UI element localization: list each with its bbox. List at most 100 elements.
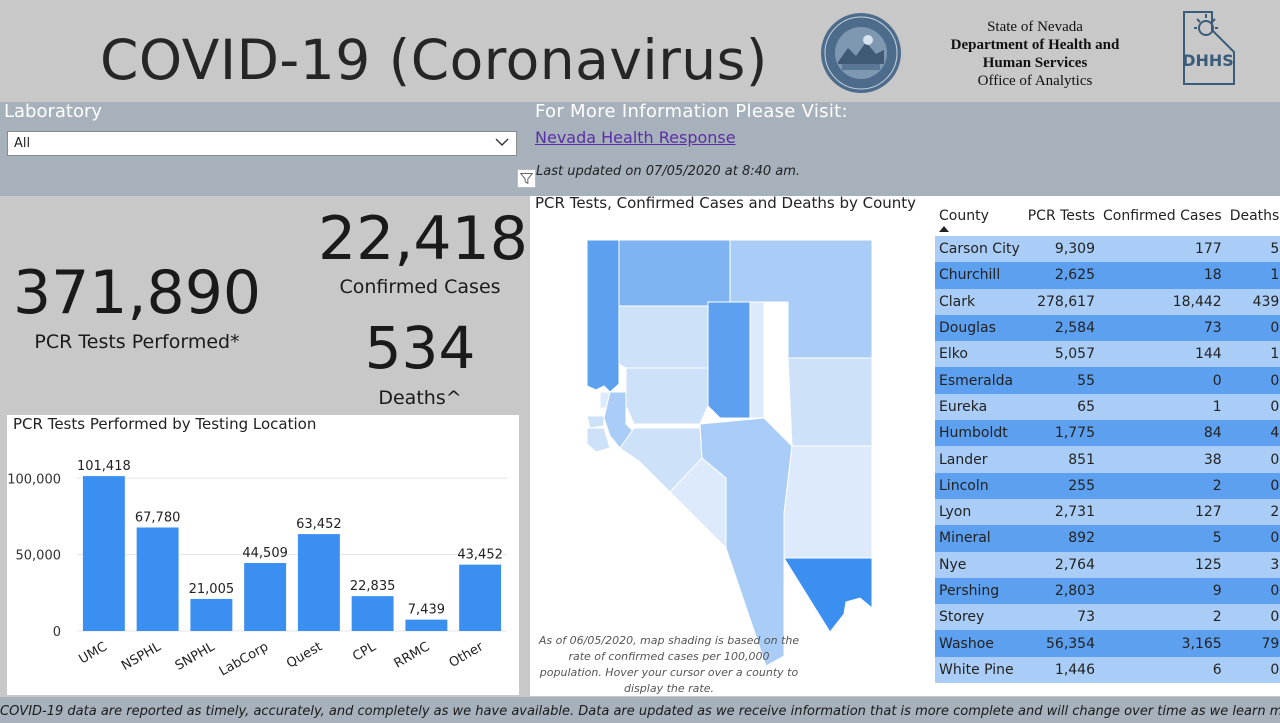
map-county-lincoln[interactable]: [783, 445, 873, 559]
laboratory-dropdown[interactable]: All: [7, 131, 517, 156]
cell-county: Douglas: [935, 314, 1024, 342]
column-header-deaths[interactable]: Deaths: [1229, 208, 1280, 224]
x-tick-label: Other: [447, 639, 487, 671]
deaths-label: Deaths^: [378, 387, 462, 409]
cell-pcr-tests: 1,775: [1023, 420, 1099, 447]
table-row[interactable]: Eureka 65 1 0: [935, 393, 1280, 421]
sort-ascending-icon: [939, 226, 949, 232]
county-map-panel: PCR Tests, Confirmed Cases and Deaths by…: [530, 194, 930, 696]
cell-county: Pershing: [935, 577, 1024, 605]
column-header-confirmed-cases[interactable]: Confirmed Cases: [1103, 208, 1222, 224]
cell-county: Lyon: [935, 498, 1024, 526]
table-row[interactable]: Pershing 2,803 9 0: [935, 577, 1280, 605]
bar-value-label: 21,005: [189, 582, 235, 597]
cell-deaths: 5: [1225, 236, 1280, 263]
map-county-churchill[interactable]: [625, 367, 709, 425]
x-tick-label: Quest: [284, 639, 325, 671]
cell-deaths: 2: [1225, 498, 1280, 526]
bar-snphl: [190, 598, 233, 631]
map-county-douglas[interactable]: [586, 427, 611, 453]
x-tick-label: LabCorp: [217, 639, 271, 679]
cell-deaths: 4: [1225, 420, 1280, 447]
cell-confirmed-cases: 177: [1099, 236, 1226, 263]
cell-county: Carson City: [935, 236, 1024, 263]
bar-value-label: 67,780: [135, 510, 181, 525]
bar-cpl: [351, 596, 394, 631]
map-county-carson-city[interactable]: [586, 415, 605, 429]
table-row[interactable]: Lander 851 38 0: [935, 446, 1280, 473]
table-row[interactable]: Churchill 2,625 18 1: [935, 262, 1280, 289]
agency-line-office: Office of Analytics: [977, 73, 1093, 89]
column-header-county-label: County: [939, 208, 989, 224]
column-header-county[interactable]: County: [935, 196, 1024, 236]
cell-county: Washoe: [935, 630, 1024, 657]
table-row[interactable]: Storey 73 2 0: [935, 604, 1280, 631]
cell-confirmed-cases: 5: [1099, 525, 1226, 552]
table-row[interactable]: Nye 2,764 125 3: [935, 551, 1280, 578]
cell-county: White Pine: [935, 656, 1024, 684]
cell-pcr-tests: 892: [1023, 525, 1099, 552]
map-county-eureka[interactable]: [749, 301, 765, 419]
cell-deaths: 3: [1225, 551, 1280, 578]
header-bar: [0, 0, 1280, 102]
cell-pcr-tests: 2,625: [1023, 262, 1099, 289]
nevada-health-response-link[interactable]: Nevada Health Response: [535, 128, 736, 147]
table-row[interactable]: Mineral 892 5 0: [935, 525, 1280, 552]
cell-confirmed-cases: 125: [1099, 551, 1226, 578]
column-header-pcr-tests[interactable]: PCR Tests: [1027, 208, 1095, 224]
cell-deaths: 0: [1225, 656, 1280, 684]
table-row[interactable]: Clark 278,617 18,442 439: [935, 288, 1280, 315]
laboratory-dropdown-value: All: [14, 136, 31, 151]
map-county-clark[interactable]: [783, 557, 873, 633]
table-row[interactable]: White Pine 1,446 6 0: [935, 656, 1280, 684]
x-tick-label: NSPHL: [119, 639, 164, 674]
table-row[interactable]: Elko 5,057 144 1: [935, 341, 1280, 368]
cell-pcr-tests: 65: [1023, 393, 1099, 421]
table-header-row: County PCR Tests Confirmed Cases Deaths: [935, 196, 1280, 236]
cell-deaths: 79: [1225, 630, 1280, 657]
cell-pcr-tests: 278,617: [1023, 288, 1099, 315]
map-county-white-pine[interactable]: [787, 357, 873, 447]
footer-disclaimer: COVID-19 data are reported as timely, ac…: [0, 704, 1280, 719]
map-county-humboldt[interactable]: [618, 239, 731, 307]
cell-deaths: 1: [1225, 262, 1280, 289]
y-tick-label: 100,000: [7, 472, 61, 487]
dhhs-logo: DHHS: [1182, 11, 1235, 85]
table-row[interactable]: Humboldt 1,775 84 4: [935, 420, 1280, 447]
cell-pcr-tests: 55: [1023, 367, 1099, 394]
map-county-lander[interactable]: [707, 301, 751, 419]
cell-pcr-tests: 2,731: [1023, 498, 1099, 526]
map-shading-note: As of 06/05/2020, map shading is based o…: [538, 634, 800, 695]
nevada-seal-logo: [821, 13, 901, 93]
county-table-panel: County PCR Tests Confirmed Cases Deaths …: [930, 196, 1280, 696]
map-county-nye[interactable]: [699, 417, 793, 667]
cell-county: Storey: [935, 604, 1024, 631]
cell-pcr-tests: 56,354: [1023, 630, 1099, 657]
map-county-washoe[interactable]: [586, 239, 620, 393]
chevron-down-icon: [495, 138, 509, 146]
bar-value-label: 44,509: [242, 546, 288, 561]
cell-pcr-tests: 2,764: [1023, 551, 1099, 578]
cell-deaths: 1: [1225, 341, 1280, 368]
cell-county: Clark: [935, 288, 1024, 315]
testing-location-bar-chart: 0 50,000 100,000 101,418 UMC 67,780 NSPHL 21,00…: [7, 459, 507, 680]
cell-confirmed-cases: 127: [1099, 498, 1226, 526]
cell-pcr-tests: 851: [1023, 446, 1099, 473]
table-row[interactable]: Lyon 2,731 127 2: [935, 498, 1280, 526]
map-county-pershing[interactable]: [618, 305, 709, 369]
table-row[interactable]: Lincoln 255 2 0: [935, 472, 1280, 499]
filter-icon[interactable]: [517, 169, 536, 188]
cell-county: Lander: [935, 446, 1024, 473]
last-updated-text: Last updated on 07/05/2020 at 8:40 am.: [536, 164, 801, 179]
nevada-county-map: [586, 239, 873, 667]
county-table: County PCR Tests Confirmed Cases Deaths …: [935, 196, 1280, 684]
cell-confirmed-cases: 18: [1099, 262, 1226, 289]
bar-quest: [297, 534, 340, 631]
pcr-tests-label: PCR Tests Performed*: [34, 331, 240, 353]
table-row[interactable]: Carson City 9,309 177 5: [935, 236, 1280, 263]
cell-confirmed-cases: 73: [1099, 314, 1226, 342]
table-row[interactable]: Douglas 2,584 73 0: [935, 314, 1280, 342]
y-tick-label: 0: [53, 625, 61, 640]
table-row[interactable]: Esmeralda 55 0 0: [935, 367, 1280, 394]
table-row[interactable]: Washoe 56,354 3,165 79: [935, 630, 1280, 657]
